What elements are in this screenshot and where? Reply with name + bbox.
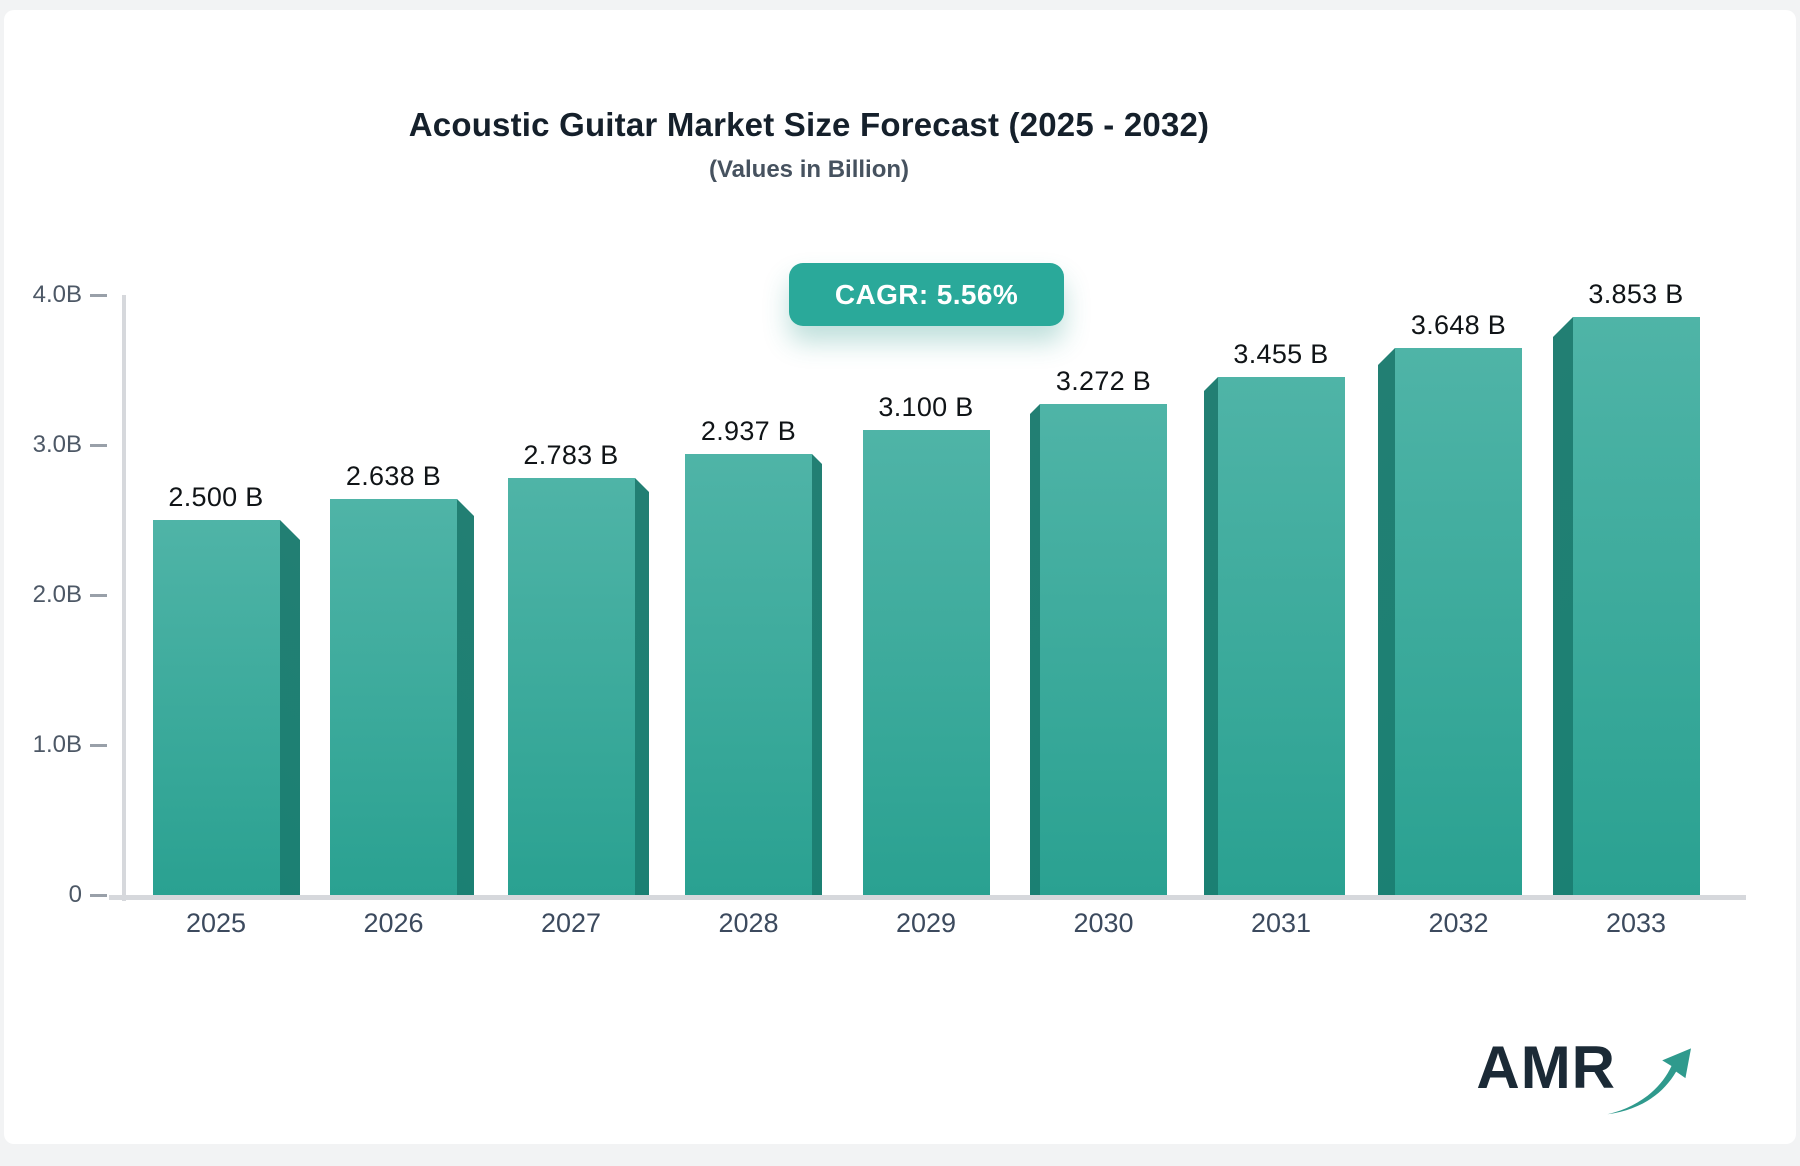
y-tick-mark bbox=[90, 744, 107, 747]
bar-face bbox=[1040, 404, 1167, 895]
bar-2031 bbox=[1203, 376, 1345, 895]
y-axis-line bbox=[122, 295, 126, 901]
y-tick-label: 4.0B bbox=[32, 281, 82, 308]
y-tick-mark bbox=[90, 894, 107, 897]
bar-side-shade bbox=[1203, 376, 1218, 895]
x-axis-label: 2028 bbox=[718, 908, 779, 938]
y-tick-label: 1.0B bbox=[32, 731, 82, 758]
bar-value-label: 3.455 B bbox=[1233, 338, 1329, 369]
bar-face bbox=[152, 520, 280, 895]
bar-side-shade bbox=[1552, 317, 1573, 895]
bar-face bbox=[1572, 317, 1700, 895]
bar-face bbox=[862, 430, 990, 895]
bar-face bbox=[507, 477, 635, 895]
chart-card: Acoustic Guitar Market Size Forecast (20… bbox=[4, 10, 1796, 1144]
bar-side-shade bbox=[457, 499, 474, 895]
bar-value-label: 2.937 B bbox=[700, 416, 797, 447]
bar-2029 bbox=[862, 430, 990, 895]
x-axis-label: 2030 bbox=[1073, 908, 1134, 938]
x-axis-label: 2026 bbox=[363, 908, 424, 938]
bar-2027 bbox=[507, 477, 649, 895]
bar-2026 bbox=[330, 499, 474, 895]
bar-side-shade bbox=[634, 477, 649, 895]
chart-title: Acoustic Guitar Market Size Forecast (20… bbox=[408, 106, 1210, 143]
bar-face bbox=[1217, 376, 1345, 895]
cagr-badge: CAGR: 5.56% bbox=[789, 263, 1064, 326]
x-axis-label: 2029 bbox=[895, 908, 957, 938]
x-axis-label: 2025 bbox=[185, 908, 247, 938]
bar-value-label: 2.783 B bbox=[523, 439, 619, 470]
bar-face bbox=[330, 499, 457, 895]
x-axis-label: 2033 bbox=[1605, 908, 1667, 938]
bar-value-label: 3.648 B bbox=[1410, 309, 1507, 340]
growth-arrow-icon bbox=[1604, 1040, 1700, 1123]
bar-side-shade bbox=[812, 454, 822, 895]
y-tick-mark bbox=[90, 294, 107, 297]
amr-logo: AMR bbox=[1476, 1038, 1700, 1123]
bar-side-shade bbox=[279, 520, 300, 895]
amr-logo-text: AMR bbox=[1476, 1034, 1616, 1101]
x-axis-label: 2032 bbox=[1428, 908, 1489, 938]
bar-2032 bbox=[1378, 347, 1522, 895]
y-tick-label: 0 bbox=[68, 881, 82, 908]
chart-subtitle: (Values in Billion) bbox=[708, 156, 910, 183]
bar-value-label: 3.100 B bbox=[878, 392, 974, 422]
y-tick-mark bbox=[90, 444, 107, 447]
bar-value-label: 2.638 B bbox=[345, 461, 442, 492]
bar-side-shade bbox=[1378, 347, 1395, 895]
bar-side-shade bbox=[1030, 404, 1040, 895]
bar-2028 bbox=[685, 454, 822, 895]
bar-2030 bbox=[1030, 404, 1167, 895]
bar-value-label: 3.853 B bbox=[1588, 279, 1684, 310]
bar-2025 bbox=[152, 520, 300, 895]
bar-face bbox=[685, 454, 812, 895]
x-axis-baseline bbox=[109, 895, 1746, 900]
bar-face bbox=[1395, 347, 1522, 895]
x-axis-label: 2027 bbox=[540, 908, 602, 938]
x-axis-label: 2031 bbox=[1250, 908, 1312, 938]
y-tick-label: 3.0B bbox=[32, 431, 82, 458]
bar-2033 bbox=[1552, 317, 1700, 895]
bar-value-label: 3.272 B bbox=[1055, 366, 1152, 397]
bar-chart-plot-area: 4.0B 3.0B 2.0B 1.0B 0 2.500 B 2025 2.638 B 2026 2… bbox=[4, 10, 1800, 1166]
y-tick-label: 2.0B bbox=[32, 581, 82, 608]
bar-value-label: 2.500 B bbox=[168, 482, 264, 512]
y-tick-mark bbox=[90, 594, 107, 597]
